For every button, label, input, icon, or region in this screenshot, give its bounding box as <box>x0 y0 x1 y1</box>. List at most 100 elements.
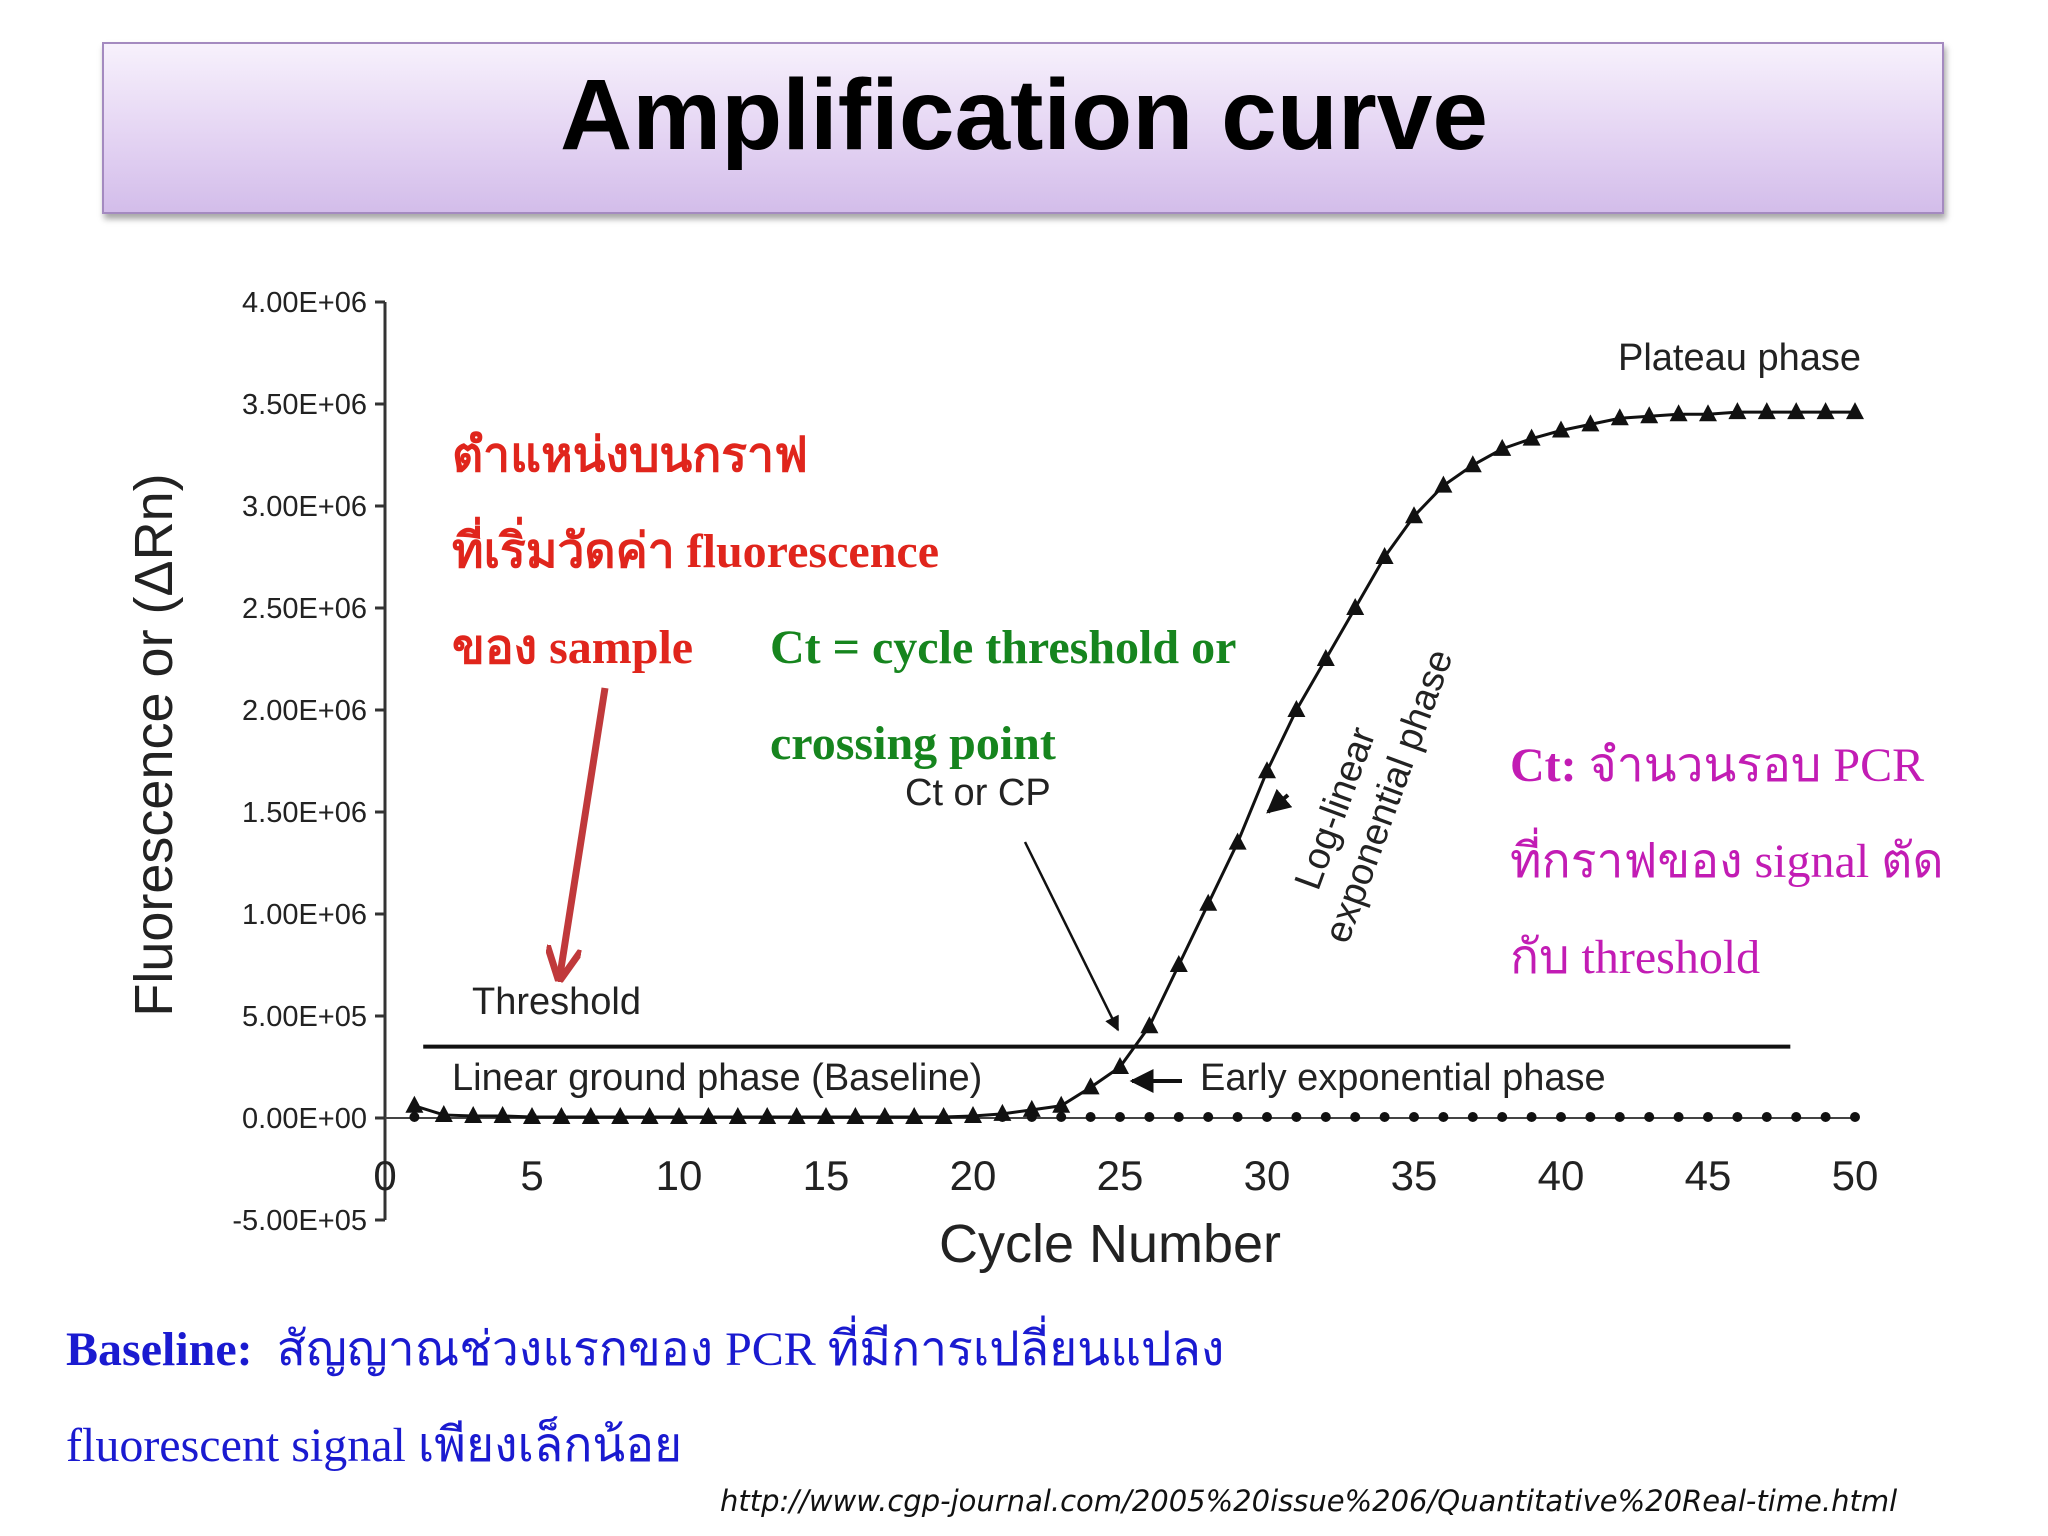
control-dot-point <box>1438 1111 1449 1122</box>
threshold-label: Threshold <box>472 981 641 1023</box>
sample-triangle-point <box>1787 402 1806 420</box>
control-dot-point <box>1203 1111 1214 1122</box>
source-url: http://www.cgp-journal.com/2005%20issue%… <box>720 1484 1898 1518</box>
control-dot-point <box>879 1111 890 1122</box>
sample-annotation: ตำแหน่งบนกราฟ ที่เริ่มวัดค่า fluorescenc… <box>452 408 939 696</box>
control-dot-point <box>732 1111 743 1122</box>
sample-triangle-point <box>1081 1077 1100 1095</box>
baseline-explanation: Baseline: สัญญาณช่วงแรกของ PCR ที่มีการเ… <box>66 1302 1224 1494</box>
y-tick-label: 2.00E+06 <box>242 695 367 727</box>
control-dot-point <box>438 1111 449 1122</box>
sample-triangle-point <box>1022 1099 1041 1117</box>
y-axis-label: Fluorescence or (ΔRn) <box>124 473 184 1016</box>
control-dot-point <box>1467 1111 1478 1122</box>
early-phase-label: Early exponential phase <box>1200 1057 1606 1099</box>
y-tick-label: 3.50E+06 <box>242 389 367 421</box>
control-dot-point <box>1115 1111 1125 1122</box>
ct-explanation-line: กับ threshold <box>1510 931 1761 984</box>
control-dot-point <box>1173 1111 1184 1122</box>
x-tick-label: 40 <box>1538 1152 1585 1199</box>
sample-triangle-point <box>1699 404 1717 422</box>
sample-annotation-line: ของ sample <box>452 621 694 674</box>
y-tick-label: 4.00E+06 <box>242 287 367 319</box>
x-tick-label: 45 <box>1685 1152 1732 1199</box>
baseline-line: สัญญาณช่วงแรกของ PCR ที่มีการเปลี่ยนแปลง <box>276 1323 1225 1376</box>
sample-triangle-point <box>1346 598 1365 615</box>
control-dot-point <box>1144 1111 1155 1122</box>
control-dot-point <box>1703 1111 1713 1122</box>
control-dot-point <box>997 1111 1008 1122</box>
control-dot-point <box>615 1111 626 1122</box>
control-dot-point <box>850 1111 861 1122</box>
sample-triangle-point <box>1316 649 1335 666</box>
sample-triangle-point <box>1169 955 1188 972</box>
sample-triangle-point <box>1463 455 1482 473</box>
sample-pointer-arrow <box>560 687 609 975</box>
sample-triangle-point <box>1640 406 1659 424</box>
sample-triangle-point <box>1610 408 1629 426</box>
ct-cp-label: Ct or CP <box>905 772 1051 814</box>
control-dot-point <box>468 1111 479 1122</box>
x-tick-label: 35 <box>1391 1152 1438 1199</box>
sample-triangle-point <box>1581 414 1600 432</box>
baseline-line: fluorescent signal เพียงเล็กน้อย <box>66 1419 683 1472</box>
control-dot-point <box>1614 1111 1625 1122</box>
control-dot-point <box>791 1111 802 1122</box>
ct-explanation-label: Ct: <box>1510 739 1577 792</box>
slide-title: Amplification curve <box>560 59 1488 171</box>
control-dot-point <box>1320 1111 1331 1122</box>
log-linear-arrow <box>1266 788 1293 814</box>
control-dot-point <box>762 1111 773 1122</box>
sample-triangle-point <box>1199 893 1218 911</box>
sample-triangle-point <box>1111 1057 1129 1074</box>
control-dot-point <box>409 1111 420 1122</box>
x-tick-label: 30 <box>1244 1152 1291 1199</box>
x-tick-label: 10 <box>656 1152 703 1199</box>
x-tick-label: 50 <box>1832 1152 1879 1199</box>
sample-triangle-point <box>1258 761 1276 779</box>
baseline-phase-label: Linear ground phase (Baseline) <box>452 1057 982 1099</box>
control-dot-point <box>1026 1111 1037 1122</box>
control-dot-point <box>1056 1111 1067 1122</box>
control-dot-point <box>1556 1111 1566 1122</box>
sample-triangle-point <box>1728 402 1747 420</box>
sample-annotation-line: ที่เริ่มวัดค่า fluorescence <box>452 525 940 578</box>
control-dot-point <box>1732 1111 1743 1122</box>
sample-triangle-point <box>1287 700 1306 717</box>
control-dot-point <box>1291 1111 1302 1122</box>
sample-triangle-point <box>1757 402 1776 420</box>
control-dot-point <box>1497 1111 1508 1122</box>
ct-pointer-arrow <box>1023 841 1120 1032</box>
sample-triangle-point <box>1140 1016 1159 1034</box>
x-axis-label: Cycle Number <box>939 1214 1281 1274</box>
plateau-phase-label: Plateau phase <box>1618 337 1861 379</box>
control-dot-point <box>1761 1111 1772 1122</box>
control-dot-point <box>938 1111 949 1122</box>
control-dot-point <box>968 1111 978 1122</box>
control-dot-point <box>1644 1111 1655 1122</box>
control-dot-point <box>527 1111 537 1122</box>
sample-triangle-point <box>1434 475 1453 493</box>
y-tick-label: 0.00E+00 <box>242 1103 367 1135</box>
x-tick-label: 0 <box>373 1152 396 1199</box>
control-dot-point <box>1850 1111 1860 1122</box>
sample-triangle-point <box>1669 404 1688 422</box>
control-dot-point <box>1085 1111 1096 1122</box>
control-dot-point <box>1585 1111 1596 1122</box>
y-tick-label: -5.00E+05 <box>232 1205 367 1237</box>
sample-triangle-point <box>1816 402 1835 420</box>
control-dot-point <box>1379 1111 1390 1122</box>
x-tick-label: 25 <box>1097 1152 1144 1199</box>
ct-definition-line: crossing point <box>770 717 1056 770</box>
sample-triangle-point <box>1228 832 1247 850</box>
baseline-label: Baseline: <box>66 1323 253 1376</box>
ct-explanation-line: ที่กราฟของ signal ตัด <box>1510 835 1944 888</box>
sample-triangle-point <box>1405 506 1423 524</box>
ct-definition-line: Ct = cycle threshold or <box>770 621 1237 674</box>
sample-triangle-point <box>1493 438 1512 456</box>
control-dot-point <box>1409 1111 1419 1122</box>
control-dot-point <box>909 1111 920 1122</box>
ct-explanation-line: จำนวนรอบ PCR <box>1588 739 1925 792</box>
control-dot-point <box>821 1111 831 1122</box>
